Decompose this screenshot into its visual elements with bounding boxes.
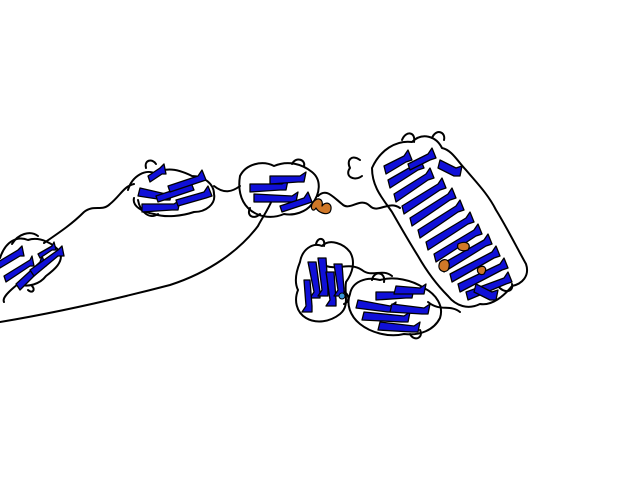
domain-2 — [127, 159, 216, 218]
domain-3 — [238, 158, 332, 218]
domain-6 — [347, 131, 528, 308]
domain-5 — [347, 272, 442, 340]
domain-4 — [294, 238, 354, 323]
linker-coils — [0, 183, 461, 323]
domain-1 — [0, 232, 65, 303]
